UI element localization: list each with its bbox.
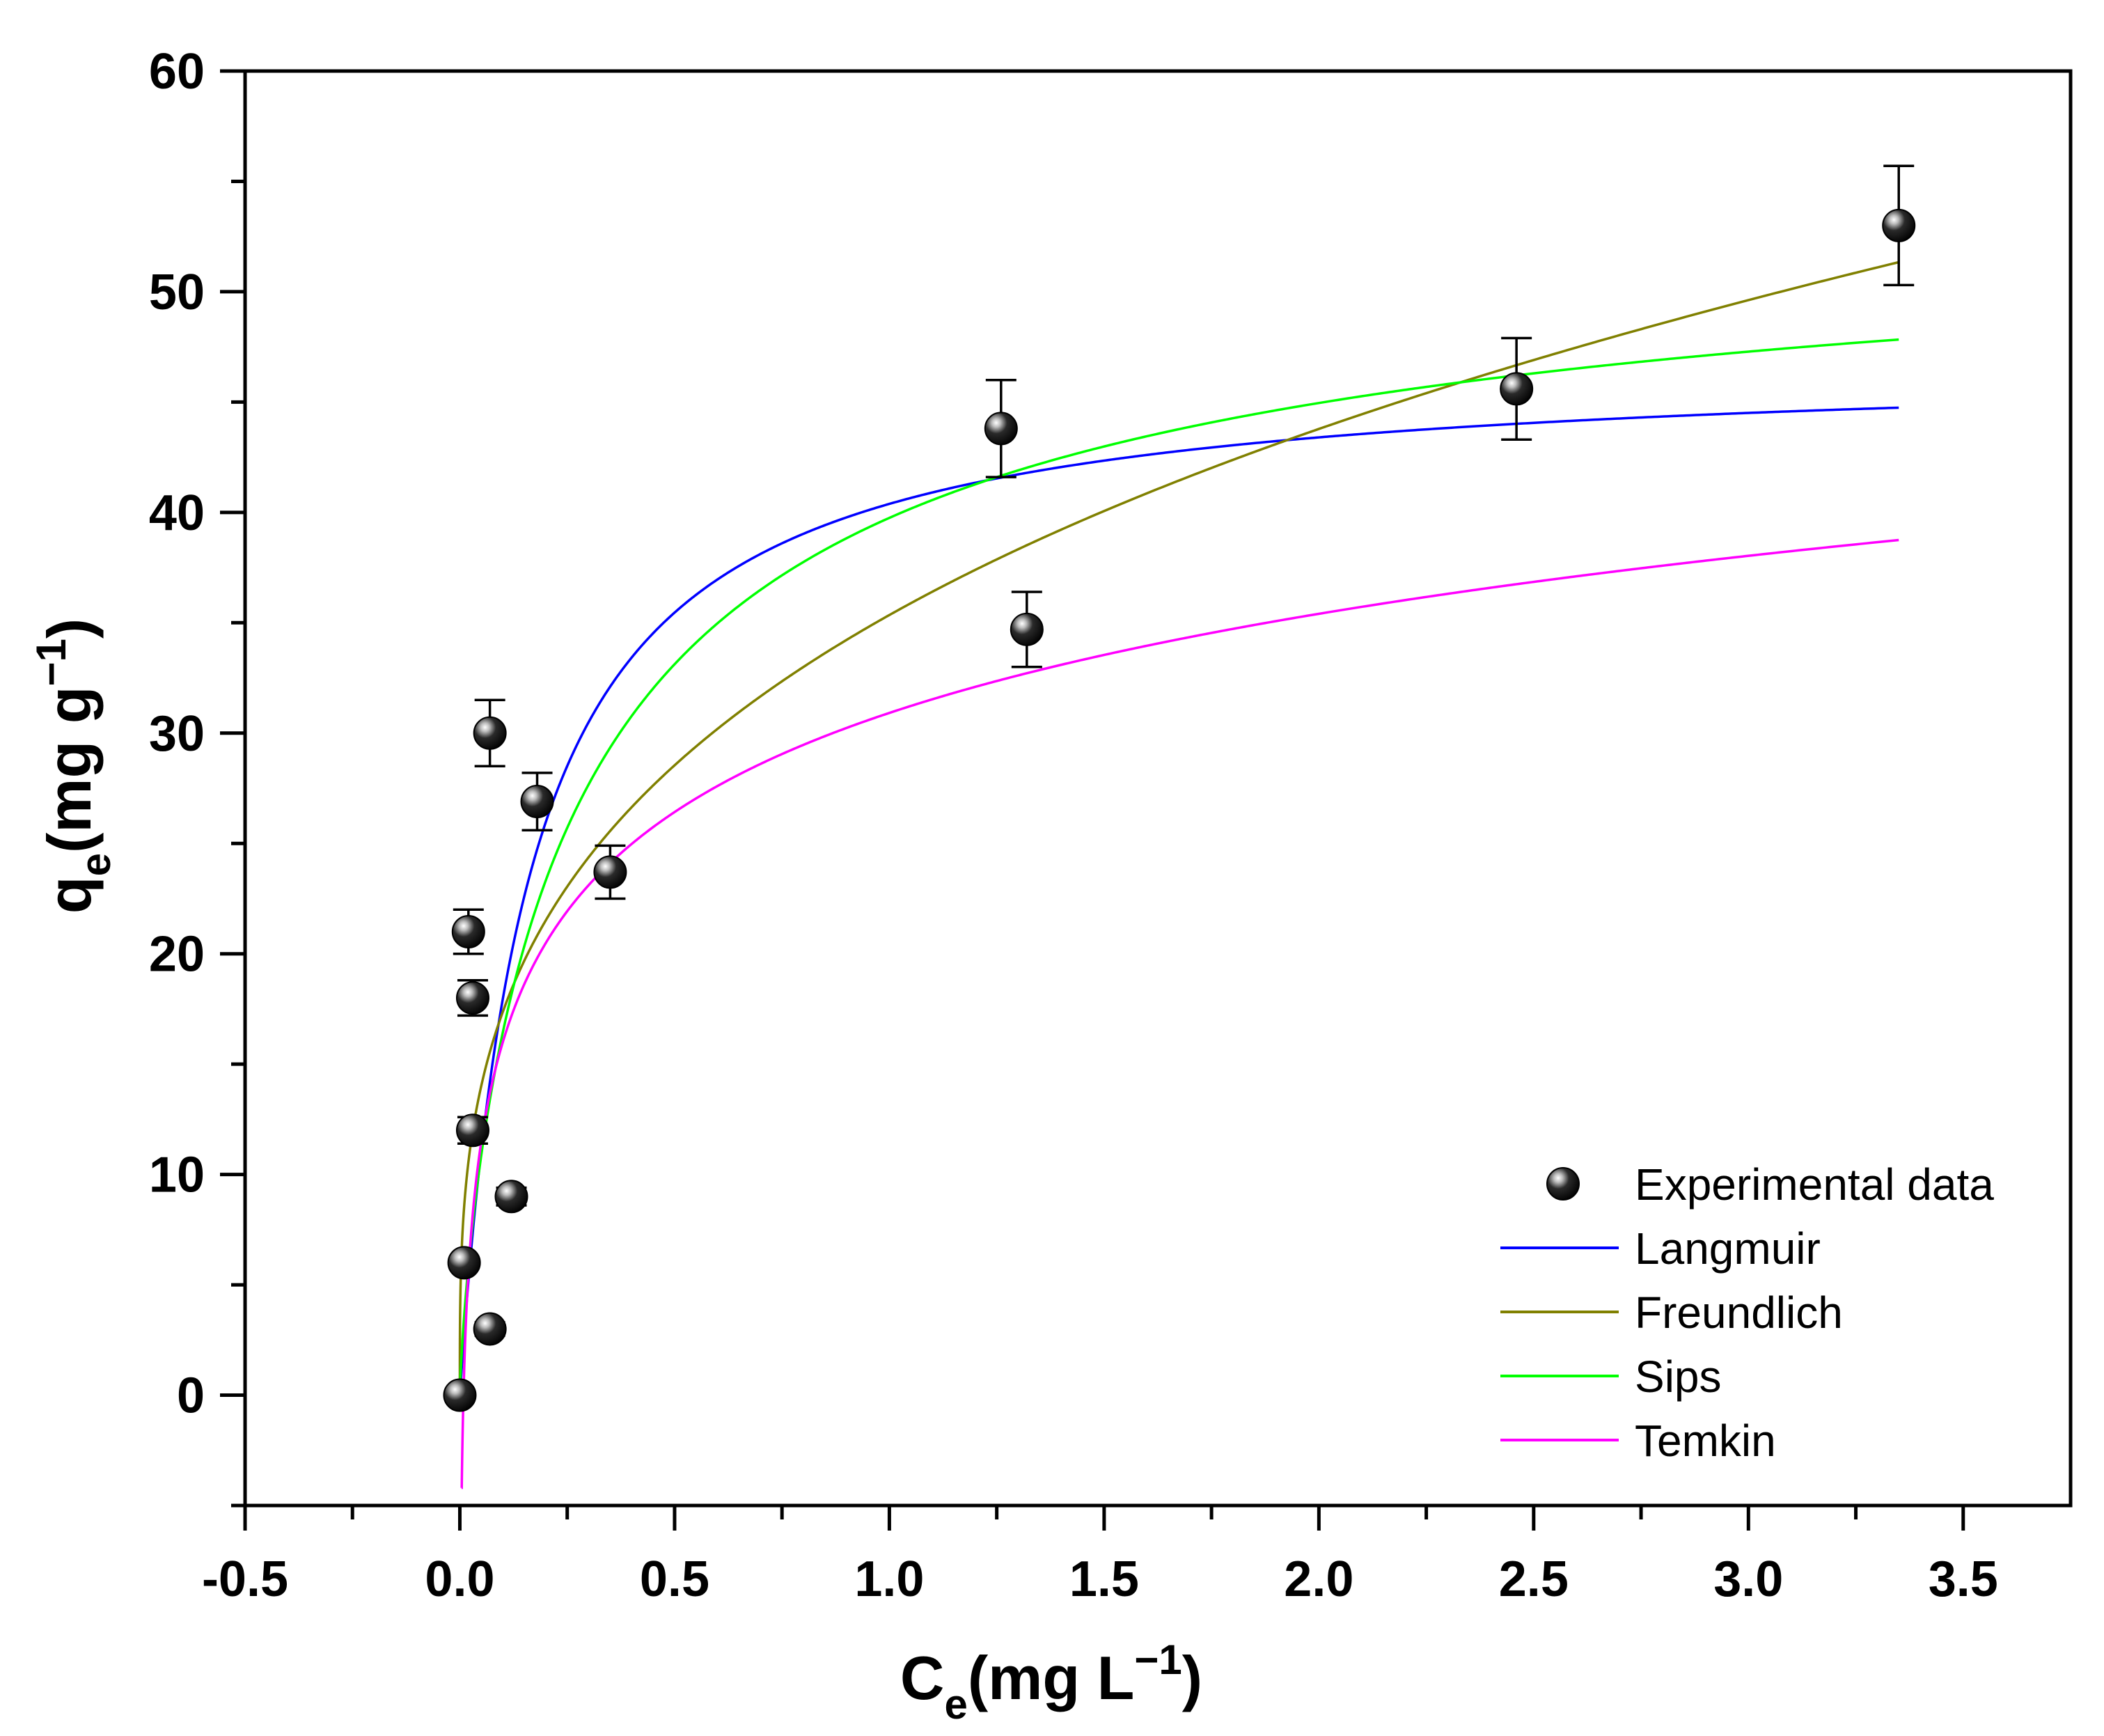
data-point xyxy=(455,981,489,1015)
y-tick-label: 50 xyxy=(149,265,205,320)
data-point xyxy=(455,1113,489,1148)
data-point xyxy=(1010,612,1044,646)
y-tick-label: 0 xyxy=(177,1368,205,1424)
data-point xyxy=(593,855,627,889)
y-tick-label: 30 xyxy=(149,706,205,762)
curve-freundlich xyxy=(458,260,1899,1395)
legend-label-temkin: Temkin xyxy=(1635,1416,1776,1466)
experimental-points xyxy=(443,208,1916,1412)
x-tick-label: 0.5 xyxy=(640,1551,709,1607)
legend-label-langmuir: Langmuir xyxy=(1635,1223,1821,1274)
data-point xyxy=(473,1312,507,1346)
x-tick-label: 3.0 xyxy=(1713,1551,1783,1607)
data-point xyxy=(1500,372,1534,406)
x-axis-title: Ce(mg L−1) xyxy=(900,1636,1202,1728)
curve-temkin xyxy=(460,538,1899,1489)
data-point xyxy=(984,412,1018,446)
data-point xyxy=(473,716,507,750)
axis-ticks: -0.5 0.0 0.5 1.0 1.5 2.0 2.5 3.0 3.5 0 10 20 30 40 50 6… xyxy=(149,44,1998,1607)
x-tick-label: 1.0 xyxy=(854,1551,924,1607)
x-tick-label: 2.0 xyxy=(1284,1551,1353,1607)
data-point xyxy=(1882,208,1916,242)
y-tick-label: 10 xyxy=(149,1148,205,1203)
data-point xyxy=(520,785,554,819)
legend-label-freundlich: Freundlich xyxy=(1635,1288,1843,1338)
legend: Experimental data Langmuir Freundlich Sips T… xyxy=(1500,1159,1994,1466)
data-point xyxy=(451,915,485,948)
x-tick-label: 2.5 xyxy=(1499,1551,1569,1607)
x-tick-label: -0.5 xyxy=(202,1551,288,1607)
x-tick-label: 1.5 xyxy=(1069,1551,1139,1607)
legend-marker-experimental xyxy=(1546,1167,1580,1201)
legend-label-sips: Sips xyxy=(1635,1352,1722,1402)
plot-frame xyxy=(243,69,2073,1508)
data-point xyxy=(447,1246,481,1280)
data-point xyxy=(443,1378,477,1412)
data-point xyxy=(494,1180,528,1214)
y-tick-label: 60 xyxy=(149,44,205,100)
fit-curves xyxy=(458,260,1899,1489)
x-tick-label: 3.5 xyxy=(1929,1551,1998,1607)
curve-sips xyxy=(458,338,1899,1395)
x-tick-label: 0.0 xyxy=(425,1551,494,1607)
y-tick-label: 20 xyxy=(149,927,205,983)
y-tick-label: 40 xyxy=(149,485,205,541)
legend-label-experimental: Experimental data xyxy=(1635,1159,1994,1210)
y-axis-title: qe(mg g−1) xyxy=(28,618,119,914)
